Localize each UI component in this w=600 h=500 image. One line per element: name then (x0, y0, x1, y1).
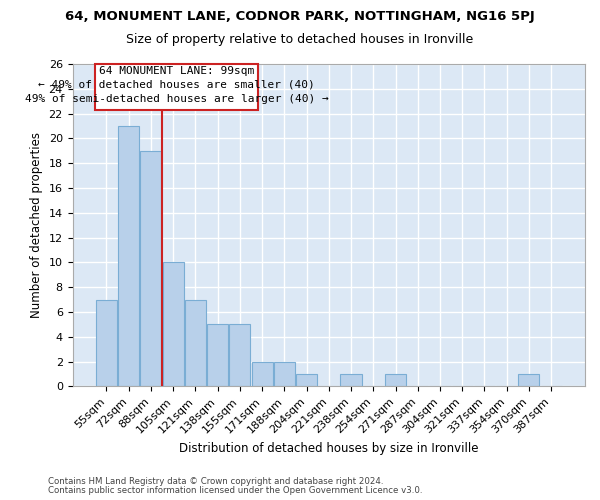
Text: Size of property relative to detached houses in Ironville: Size of property relative to detached ho… (127, 32, 473, 46)
Text: 64, MONUMENT LANE, CODNOR PARK, NOTTINGHAM, NG16 5PJ: 64, MONUMENT LANE, CODNOR PARK, NOTTINGH… (65, 10, 535, 23)
Text: Contains HM Land Registry data © Crown copyright and database right 2024.: Contains HM Land Registry data © Crown c… (48, 477, 383, 486)
Text: Contains public sector information licensed under the Open Government Licence v3: Contains public sector information licen… (48, 486, 422, 495)
Bar (140, 151, 161, 386)
Bar (118, 126, 139, 386)
Bar (163, 262, 184, 386)
Bar (251, 362, 272, 386)
Bar (385, 374, 406, 386)
Bar (185, 300, 206, 386)
Bar (274, 362, 295, 386)
X-axis label: Distribution of detached houses by size in Ironville: Distribution of detached houses by size … (179, 442, 479, 455)
FancyBboxPatch shape (95, 64, 257, 110)
Y-axis label: Number of detached properties: Number of detached properties (30, 132, 43, 318)
Text: 64 MONUMENT LANE: 99sqm
← 49% of detached houses are smaller (40)
49% of semi-de: 64 MONUMENT LANE: 99sqm ← 49% of detache… (25, 66, 328, 104)
Bar (207, 324, 228, 386)
Bar (296, 374, 317, 386)
Bar (340, 374, 362, 386)
Bar (96, 300, 117, 386)
Bar (229, 324, 250, 386)
Bar (518, 374, 539, 386)
